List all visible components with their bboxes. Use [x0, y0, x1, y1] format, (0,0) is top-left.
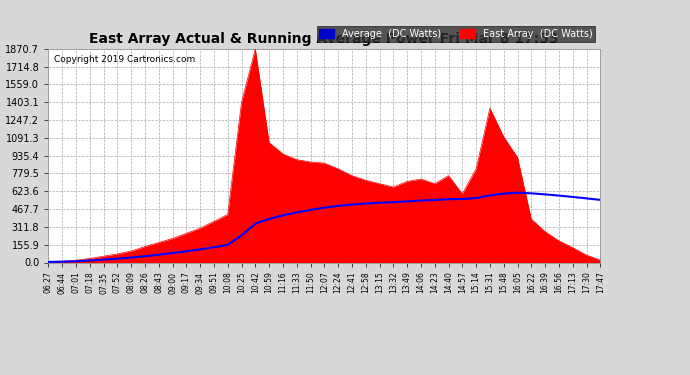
Text: Copyright 2019 Cartronics.com: Copyright 2019 Cartronics.com: [54, 55, 195, 64]
Title: East Array Actual & Running Average Power Fri Mar 8 17:53: East Array Actual & Running Average Powe…: [90, 32, 559, 46]
Legend: Average  (DC Watts), East Array  (DC Watts): Average (DC Watts), East Array (DC Watts…: [317, 26, 595, 42]
